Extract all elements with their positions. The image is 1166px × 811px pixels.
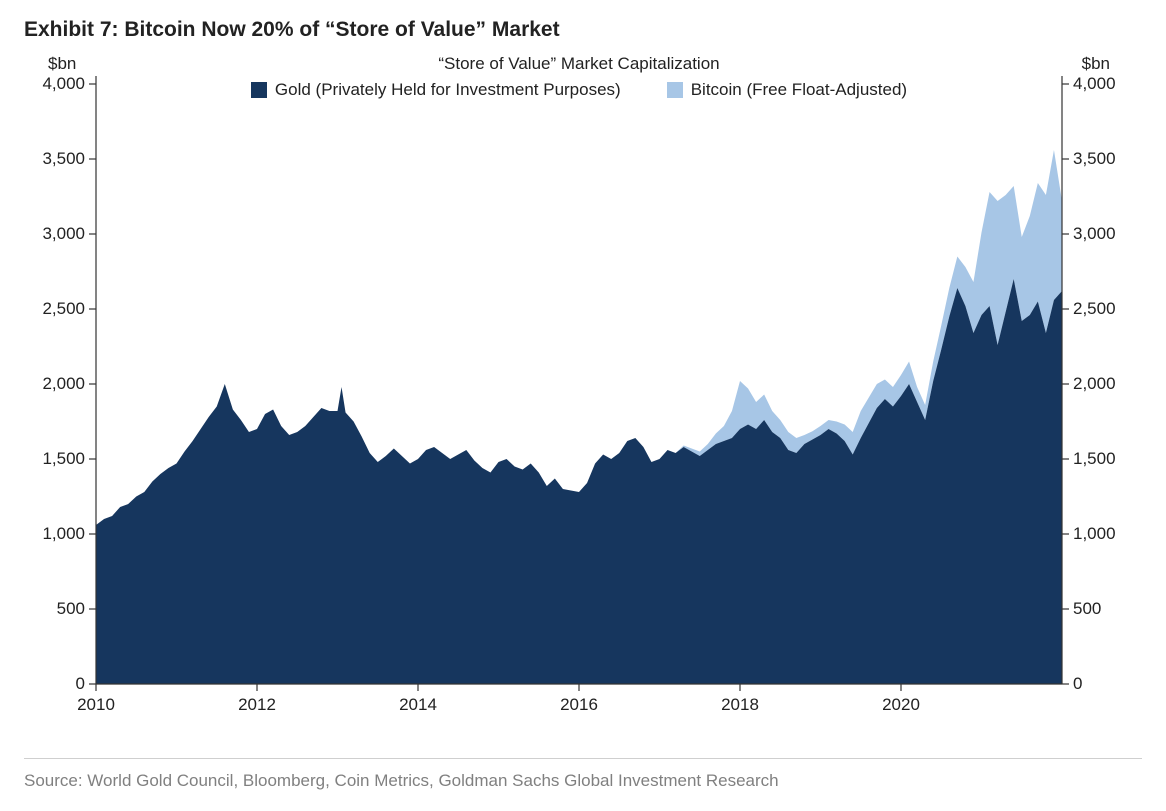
y-tick-label: 2,000: [42, 374, 85, 394]
y-tick-label: 1,500: [42, 449, 85, 469]
y-tick-label: 1,000: [1073, 524, 1116, 544]
y-tick-label: 0: [76, 674, 85, 694]
legend-swatch: [251, 82, 267, 98]
y-tick-label: 1,500: [1073, 449, 1116, 469]
y-tick-label: 2,000: [1073, 374, 1116, 394]
legend-swatch: [667, 82, 683, 98]
legend-item: Bitcoin (Free Float-Adjusted): [667, 80, 907, 100]
chart-title: “Store of Value” Market Capitalization: [24, 54, 1134, 74]
source-text: Source: World Gold Council, Bloomberg, C…: [24, 771, 779, 791]
legend-label: Gold (Privately Held for Investment Purp…: [275, 80, 621, 100]
y-tick-label: 3,000: [1073, 224, 1116, 244]
y-tick-label: 0: [1073, 674, 1082, 694]
x-tick-label: 2016: [560, 695, 598, 715]
chart-svg: [24, 54, 1134, 734]
legend: Gold (Privately Held for Investment Purp…: [24, 80, 1134, 100]
y-tick-label: 4,000: [42, 74, 85, 94]
y-tick-label: 4,000: [1073, 74, 1116, 94]
y-tick-label: 2,500: [1073, 299, 1116, 319]
y-tick-label: 3,500: [1073, 149, 1116, 169]
x-tick-label: 2018: [721, 695, 759, 715]
y-tick-label: 2,500: [42, 299, 85, 319]
series-gold: [96, 279, 1062, 684]
x-tick-label: 2010: [77, 695, 115, 715]
y-tick-label: 3,000: [42, 224, 85, 244]
y-tick-label: 500: [1073, 599, 1101, 619]
source-divider: [24, 758, 1142, 759]
legend-item: Gold (Privately Held for Investment Purp…: [251, 80, 621, 100]
y-tick-label: 500: [57, 599, 85, 619]
exhibit-title: Exhibit 7: Bitcoin Now 20% of “Store of …: [24, 18, 1142, 42]
x-tick-label: 2012: [238, 695, 276, 715]
y-tick-label: 1,000: [42, 524, 85, 544]
legend-label: Bitcoin (Free Float-Adjusted): [691, 80, 907, 100]
x-tick-label: 2020: [882, 695, 920, 715]
chart-container: $bn $bn “Store of Value” Market Capitali…: [24, 54, 1134, 734]
x-tick-label: 2014: [399, 695, 437, 715]
y-tick-label: 3,500: [42, 149, 85, 169]
